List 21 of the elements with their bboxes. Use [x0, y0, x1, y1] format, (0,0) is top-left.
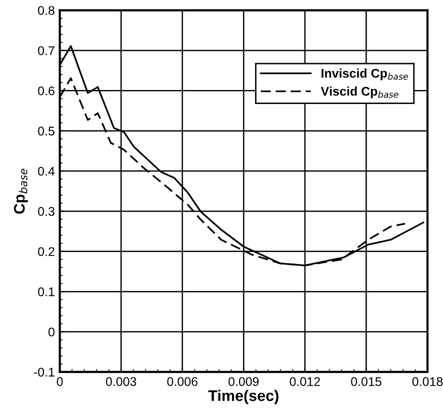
y-tick-label: 0.8 — [38, 6, 54, 15]
y-tick-label: 0.2 — [38, 247, 54, 256]
y-tick-label: 0.3 — [38, 207, 54, 216]
y-tick-label: 0.5 — [38, 126, 54, 136]
x-tick-label: 0.018 — [412, 377, 443, 386]
x-tick-label: 0.003 — [106, 377, 136, 386]
x-tick-label: 0.012 — [290, 377, 320, 386]
y-tick-label: 0.6 — [38, 86, 54, 96]
y-tick-label: 0.1 — [38, 287, 54, 296]
x-tick-label: 0.015 — [351, 377, 382, 386]
legend-label: Inviscid Cp$_{base}$ — [322, 68, 408, 80]
y-tick-label: 0.4 — [38, 166, 55, 176]
x-tick-label: 0 — [56, 377, 63, 386]
x-tick-label: 0.006 — [167, 377, 198, 386]
x-axis-title: Time(sec) — [208, 390, 278, 404]
y-tick-label: -0.1 — [34, 368, 54, 377]
y-axis-title: Cp$_{base}$ — [14, 168, 28, 214]
x-tick-label: 0.009 — [228, 377, 259, 386]
y-tick-label: 0.7 — [38, 46, 54, 56]
legend-label: Viscid Cp$_{base}$ — [320, 86, 398, 98]
y-tick-label: 0 — [48, 328, 54, 336]
